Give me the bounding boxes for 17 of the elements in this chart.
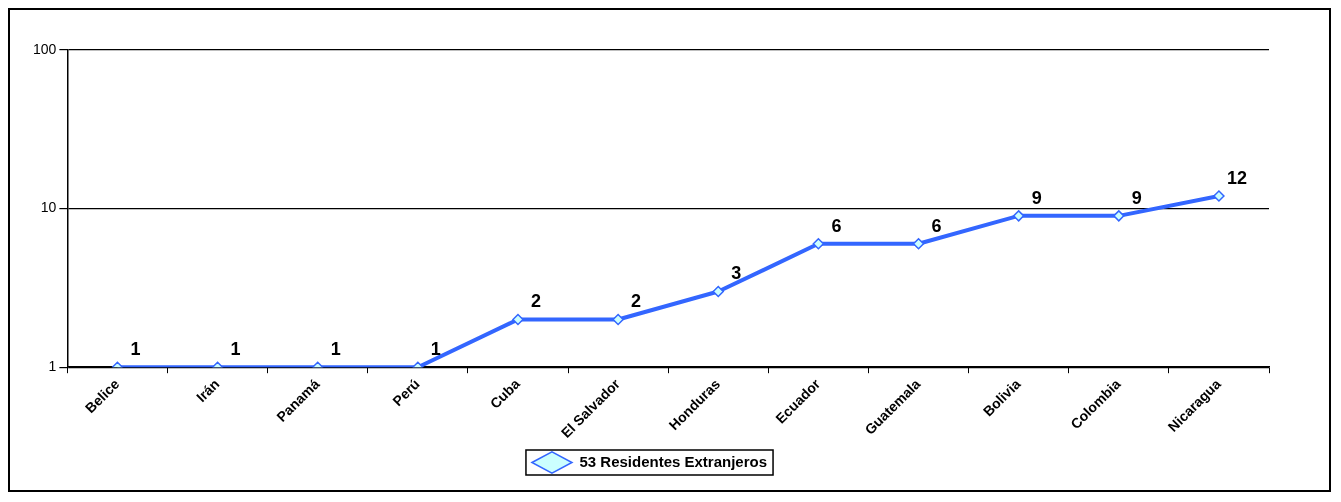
data-label: 2 <box>530 291 541 312</box>
data-label: 6 <box>931 215 942 236</box>
legend-label: 53 Residentes Extranjeros <box>579 452 768 470</box>
data-label: 1 <box>430 339 441 360</box>
data-label: 1 <box>230 339 241 360</box>
y-tick-label: 100 <box>33 40 57 57</box>
x-tick-label: Irán <box>192 375 223 406</box>
data-label: 6 <box>831 215 842 236</box>
y-tick-label: 10 <box>40 199 57 216</box>
data-label: 1 <box>330 339 341 360</box>
data-label: 3 <box>731 263 742 284</box>
y-tick-label: 1 <box>48 358 57 375</box>
data-label: 12 <box>1226 168 1247 189</box>
data-label: 9 <box>1031 187 1042 208</box>
data-label: 1 <box>130 339 141 360</box>
data-label: 9 <box>1131 187 1142 208</box>
data-label: 2 <box>631 291 642 312</box>
